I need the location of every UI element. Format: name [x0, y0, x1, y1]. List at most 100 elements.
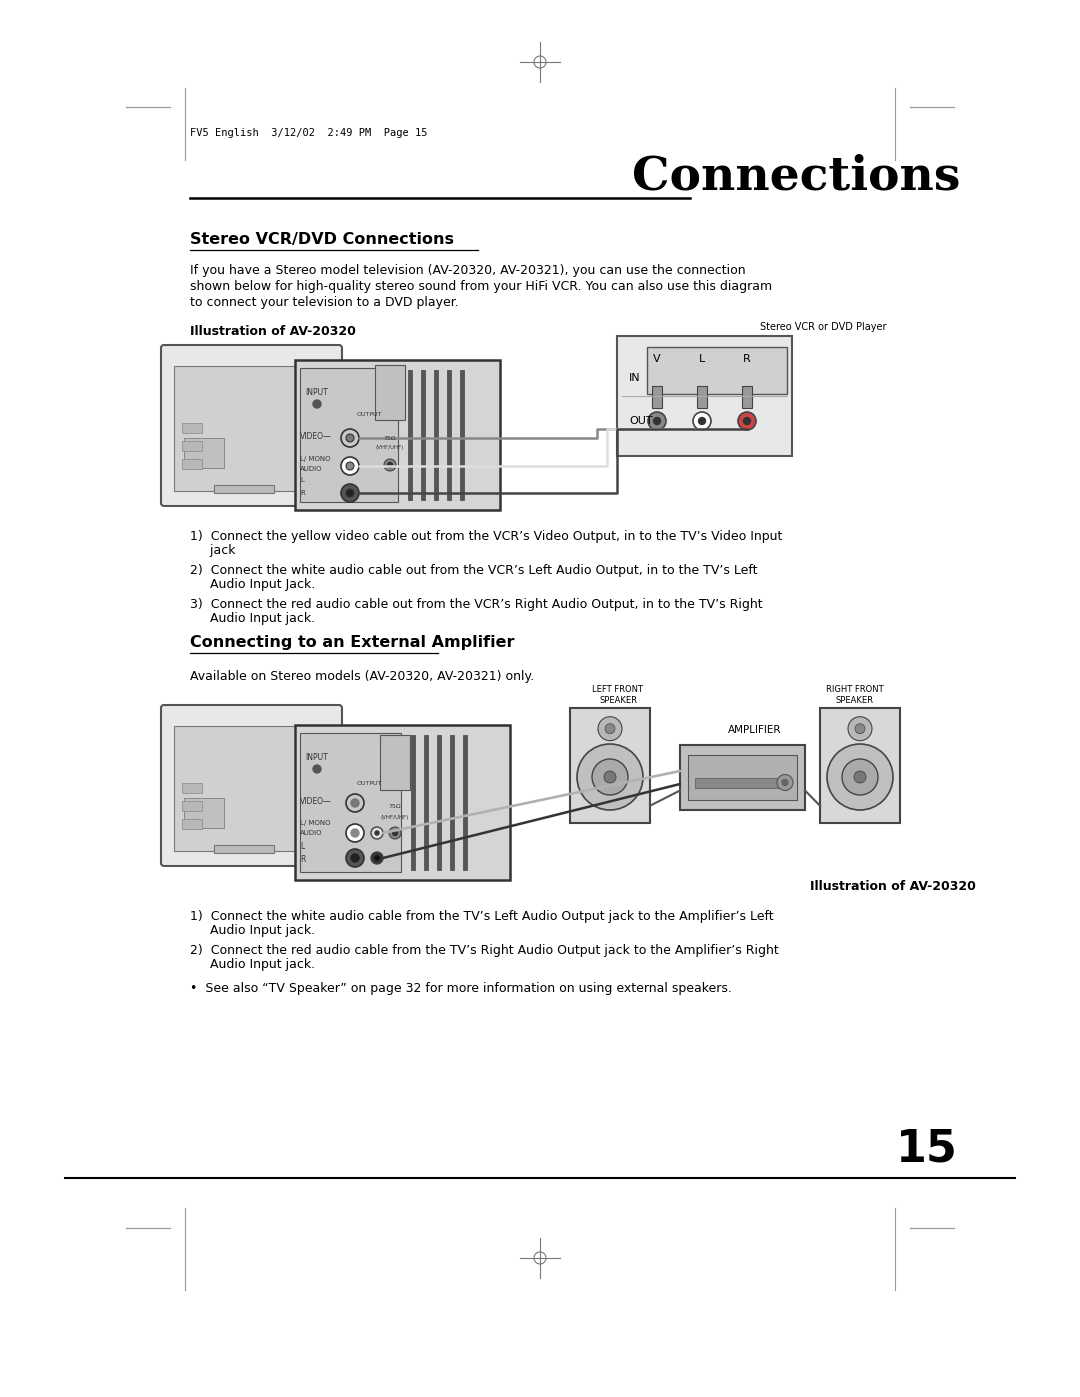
Text: L: L: [300, 476, 303, 483]
Circle shape: [827, 745, 893, 810]
Circle shape: [842, 759, 878, 795]
Circle shape: [699, 418, 705, 425]
Text: Connections: Connections: [632, 154, 960, 200]
Text: 1)  Connect the yellow video cable out from the VCR’s Video Output, in to the TV: 1) Connect the yellow video cable out fr…: [190, 529, 782, 543]
Text: Illustration of AV-20320: Illustration of AV-20320: [810, 880, 976, 893]
Text: V: V: [653, 353, 661, 365]
Bar: [183, 800, 202, 812]
Text: INPUT: INPUT: [306, 388, 328, 397]
Text: AUDIO: AUDIO: [300, 467, 323, 472]
Bar: [184, 439, 224, 468]
Circle shape: [653, 418, 661, 425]
Circle shape: [740, 372, 754, 386]
Text: 2)  Connect the white audio cable out from the VCR’s Left Audio Output, in to th: 2) Connect the white audio cable out fro…: [190, 564, 757, 577]
Circle shape: [696, 372, 708, 386]
Circle shape: [341, 483, 359, 502]
Bar: [295, 725, 510, 880]
Circle shape: [341, 429, 359, 447]
Bar: [696, 778, 789, 788]
Circle shape: [351, 854, 359, 862]
Bar: [183, 441, 202, 451]
Circle shape: [313, 400, 321, 408]
Circle shape: [372, 852, 383, 863]
Text: OUT: OUT: [629, 416, 652, 426]
Text: 75Ω: 75Ω: [389, 805, 402, 809]
Circle shape: [375, 831, 379, 835]
Text: INPUT: INPUT: [306, 753, 328, 761]
Circle shape: [388, 462, 392, 468]
Bar: [688, 754, 797, 800]
Circle shape: [598, 717, 622, 740]
Circle shape: [738, 412, 756, 430]
Text: RIGHT FRONT
SPEAKER: RIGHT FRONT SPEAKER: [826, 685, 883, 705]
Circle shape: [341, 457, 359, 475]
Circle shape: [351, 828, 359, 837]
Circle shape: [351, 799, 359, 807]
Text: Connecting to an External Amplifier: Connecting to an External Amplifier: [190, 636, 514, 650]
Circle shape: [648, 412, 666, 430]
Circle shape: [855, 724, 865, 733]
Text: 75Ω: 75Ω: [383, 436, 396, 440]
Bar: [214, 485, 274, 493]
Circle shape: [848, 717, 872, 740]
Bar: [184, 798, 224, 828]
Circle shape: [654, 374, 660, 381]
Bar: [300, 367, 399, 502]
Circle shape: [372, 827, 383, 840]
Text: L/ MONO: L/ MONO: [300, 455, 330, 462]
Circle shape: [577, 745, 643, 810]
Bar: [820, 708, 900, 823]
Circle shape: [777, 774, 793, 791]
Bar: [295, 360, 500, 510]
Text: AMPLIFIER: AMPLIFIER: [728, 725, 782, 735]
Text: FV5 English  3/12/02  2:49 PM  Page 15: FV5 English 3/12/02 2:49 PM Page 15: [190, 129, 428, 138]
Text: 3)  Connect the red audio cable out from the VCR’s Right Audio Output, in to the: 3) Connect the red audio cable out from …: [190, 598, 762, 610]
Bar: [570, 708, 650, 823]
Bar: [183, 819, 202, 828]
Text: L: L: [699, 353, 705, 365]
Text: Audio Input Jack.: Audio Input Jack.: [190, 578, 315, 591]
Text: LEFT FRONT
SPEAKER: LEFT FRONT SPEAKER: [593, 685, 644, 705]
Bar: [214, 845, 274, 854]
Circle shape: [313, 766, 321, 773]
Circle shape: [392, 830, 397, 835]
Text: (VHF/UHF): (VHF/UHF): [381, 814, 409, 820]
Text: jack: jack: [190, 543, 235, 557]
Text: Stereo VCR or DVD Player: Stereo VCR or DVD Player: [760, 321, 887, 332]
Circle shape: [346, 489, 354, 497]
Text: VIDEO—: VIDEO—: [300, 432, 332, 441]
Circle shape: [604, 771, 616, 782]
FancyBboxPatch shape: [161, 345, 342, 506]
Text: Available on Stereo models (AV-20320, AV-20321) only.: Available on Stereo models (AV-20320, AV…: [190, 671, 535, 683]
Text: L: L: [300, 842, 305, 851]
Text: 15: 15: [896, 1127, 958, 1171]
Circle shape: [346, 434, 354, 441]
Text: AUDIO: AUDIO: [300, 830, 323, 835]
FancyBboxPatch shape: [161, 705, 342, 866]
Circle shape: [650, 372, 664, 386]
Circle shape: [854, 771, 866, 782]
Text: VIDEO—: VIDEO—: [300, 798, 332, 806]
Bar: [174, 726, 329, 851]
Bar: [680, 745, 805, 810]
Text: Stereo VCR/DVD Connections: Stereo VCR/DVD Connections: [190, 232, 454, 247]
Bar: [742, 386, 752, 408]
Text: Audio Input jack.: Audio Input jack.: [190, 923, 315, 937]
Bar: [183, 782, 202, 793]
Text: to connect your television to a DVD player.: to connect your television to a DVD play…: [190, 296, 459, 309]
Circle shape: [389, 827, 401, 840]
Bar: [697, 386, 707, 408]
Circle shape: [375, 856, 379, 861]
Circle shape: [782, 780, 788, 785]
Text: If you have a Stereo model television (AV-20320, AV-20321), you can use the conn: If you have a Stereo model television (A…: [190, 264, 745, 277]
Bar: [375, 365, 405, 420]
Text: L/ MONO: L/ MONO: [300, 820, 330, 826]
Text: OUTPUT: OUTPUT: [357, 781, 382, 787]
Text: Illustration of AV-20320: Illustration of AV-20320: [190, 326, 356, 338]
Bar: [380, 735, 410, 789]
Text: R: R: [300, 855, 306, 863]
Text: R: R: [743, 353, 751, 365]
Circle shape: [605, 724, 615, 733]
Text: Audio Input jack.: Audio Input jack.: [190, 958, 315, 971]
Circle shape: [384, 460, 396, 471]
